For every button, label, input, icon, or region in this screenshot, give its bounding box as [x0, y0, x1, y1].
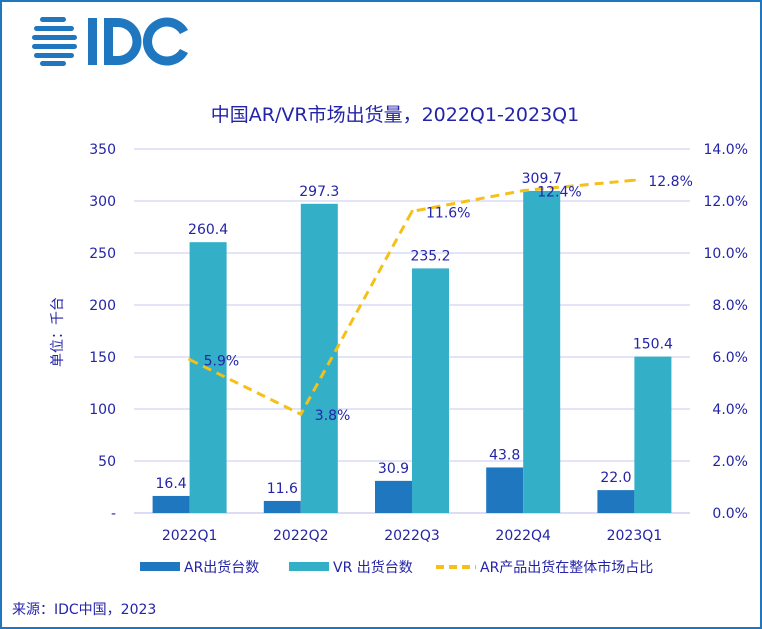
y-tick-label: 150 [89, 350, 116, 366]
legend-label-vr: VR 出货台数 [333, 559, 413, 576]
vr-data-label: 260.4 [188, 222, 228, 238]
y-tick-label: 200 [89, 298, 116, 314]
y-tick-label: 100 [89, 402, 116, 418]
y2-tick-label: 6.0% [712, 350, 748, 366]
y2-tick-label: 14.0% [704, 142, 748, 158]
y-tick-label: 300 [89, 194, 116, 210]
ar-bar [263, 500, 301, 513]
share-data-label: 3.8% [315, 408, 351, 424]
x-tick-label: 2022Q3 [384, 528, 440, 544]
chart-title: 中国AR/VR市场出货量，2022Q1-2023Q1 [211, 104, 579, 126]
ar-data-label: 22.0 [600, 470, 631, 486]
ar-bar [152, 495, 190, 513]
ar-data-label: 43.8 [489, 447, 520, 463]
vr-bar [523, 190, 561, 514]
vr-bar [634, 356, 672, 513]
vr-data-label: 309.7 [522, 171, 562, 187]
share-data-label: 12.4% [537, 185, 581, 201]
vr-data-label: 297.3 [299, 184, 339, 200]
legend-label-share: AR产品出货在整体市场占比 [480, 559, 653, 576]
share-point [521, 189, 525, 193]
share-point [632, 178, 636, 182]
y2-tick-label: 12.0% [704, 194, 748, 210]
y-tick-label: 250 [89, 246, 116, 262]
source-note: 来源：IDC中国，2023 [12, 602, 156, 618]
vr-bar [189, 242, 227, 513]
y-axis-label: 单位：千台 [50, 297, 66, 367]
x-tick-label: 2022Q4 [495, 528, 551, 544]
ar-data-label: 11.6 [267, 481, 298, 497]
x-tick-label: 2022Q1 [162, 528, 218, 544]
share-point [410, 209, 414, 213]
x-tick-label: 2023Q1 [607, 528, 663, 544]
y2-tick-label: 10.0% [704, 246, 748, 262]
ar-bar [375, 480, 412, 513]
legend: AR出货台数 VR 出货台数 AR产品出货在整体市场占比 [140, 559, 653, 576]
share-line [188, 178, 635, 417]
idc-logo [32, 17, 188, 66]
ar-bar [486, 467, 524, 513]
y2-tick-label: 4.0% [712, 402, 748, 418]
y2-tick-label: 8.0% [712, 298, 748, 314]
share-point [299, 412, 303, 416]
x-tick-label: 2022Q2 [273, 528, 329, 544]
share-data-label: 11.6% [426, 205, 470, 221]
share-data-label: 12.8% [648, 174, 692, 190]
y2-tick-label: 2.0% [712, 454, 748, 470]
vr-bar [412, 268, 449, 513]
vr-data-label: 235.2 [410, 248, 450, 264]
y-tick-label: 350 [89, 142, 116, 158]
vr-data-label: 150.4 [633, 337, 673, 353]
legend-swatch-ar [140, 562, 180, 571]
y-tick-label: - [111, 506, 116, 522]
ar-bar [597, 490, 635, 513]
share-point [188, 358, 192, 362]
ar-data-label: 30.9 [378, 461, 409, 477]
legend-swatch-vr [289, 562, 329, 571]
y2-tick-label: 0.0% [712, 506, 748, 522]
y-tick-label: 50 [98, 454, 116, 470]
legend-label-ar: AR出货台数 [184, 559, 259, 576]
ar-data-label: 16.4 [156, 476, 187, 492]
share-data-label: 5.9% [204, 354, 240, 370]
